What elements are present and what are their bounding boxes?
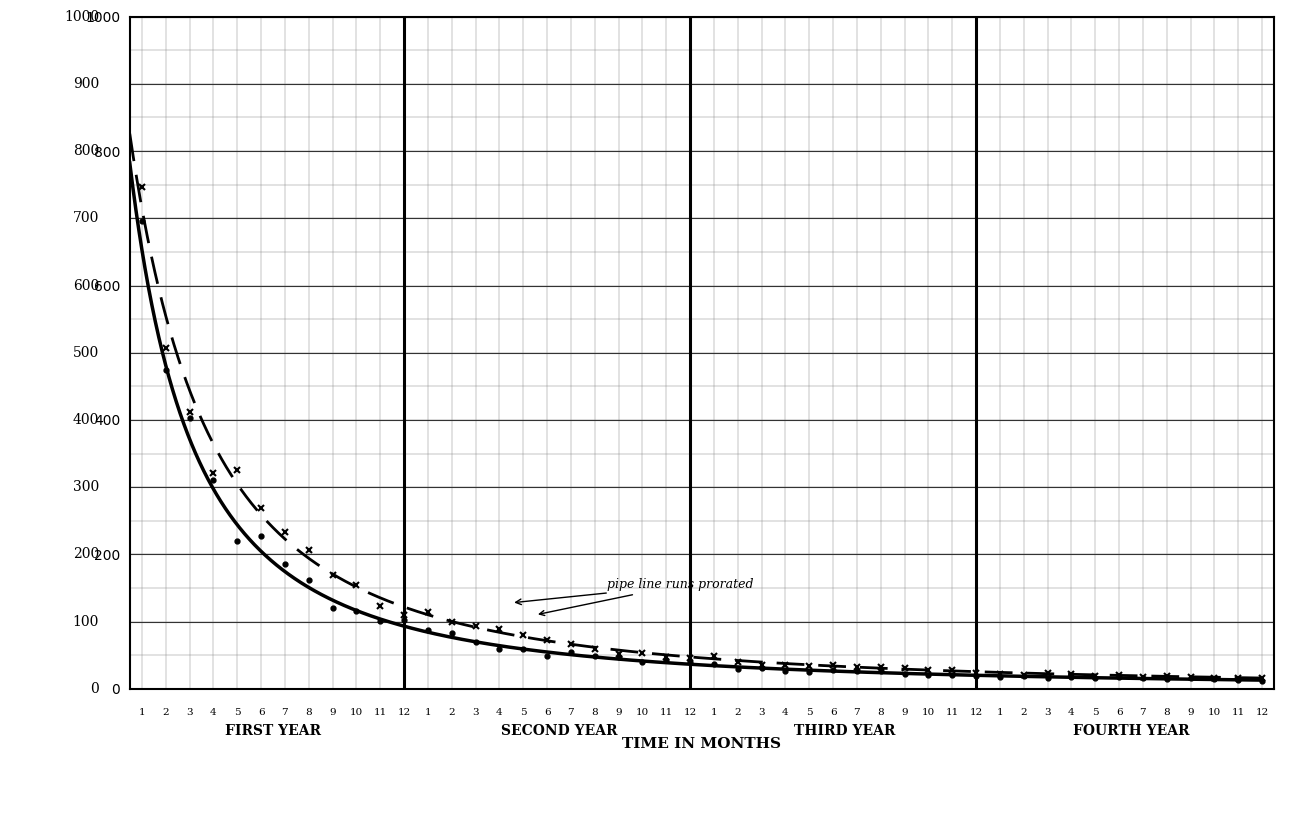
Text: 5: 5 <box>234 708 240 717</box>
Text: 10: 10 <box>1208 708 1221 717</box>
Text: 9: 9 <box>329 708 335 717</box>
Text: THIRD YEAR: THIRD YEAR <box>794 724 896 738</box>
Text: 0: 0 <box>90 682 99 696</box>
Text: 1: 1 <box>425 708 432 717</box>
Text: 12: 12 <box>970 708 983 717</box>
Text: 6: 6 <box>1115 708 1122 717</box>
Text: 3: 3 <box>186 708 192 717</box>
Text: FIRST YEAR: FIRST YEAR <box>225 724 321 738</box>
Text: 2: 2 <box>162 708 169 717</box>
Text: 12: 12 <box>1256 708 1269 717</box>
Text: 6: 6 <box>257 708 264 717</box>
Text: 300: 300 <box>73 481 99 494</box>
Text: 700: 700 <box>73 212 99 225</box>
Text: 11: 11 <box>945 708 959 717</box>
Text: 11: 11 <box>373 708 387 717</box>
Text: 4: 4 <box>211 708 217 717</box>
Text: 11: 11 <box>1231 708 1245 717</box>
Text: 3: 3 <box>758 708 764 717</box>
Text: 5: 5 <box>806 708 812 717</box>
Text: 900: 900 <box>73 77 99 90</box>
Text: 12: 12 <box>684 708 697 717</box>
Text: 600: 600 <box>73 279 99 292</box>
Text: 7: 7 <box>568 708 575 717</box>
Text: 10: 10 <box>922 708 935 717</box>
Text: 1: 1 <box>711 708 718 717</box>
Text: 4: 4 <box>1069 708 1075 717</box>
Text: 1: 1 <box>139 708 146 717</box>
Text: 11: 11 <box>659 708 673 717</box>
Text: 800: 800 <box>73 144 99 158</box>
Text: 2: 2 <box>448 708 455 717</box>
Text: 2: 2 <box>734 708 741 717</box>
Text: 8: 8 <box>306 708 312 717</box>
Text: 8: 8 <box>592 708 598 717</box>
Text: 5: 5 <box>520 708 526 717</box>
Text: 1: 1 <box>997 708 1004 717</box>
Text: 4: 4 <box>783 708 789 717</box>
Text: 400: 400 <box>73 413 99 427</box>
Text: 3: 3 <box>472 708 478 717</box>
Text: 10: 10 <box>636 708 649 717</box>
Text: 7: 7 <box>1140 708 1147 717</box>
Text: 8: 8 <box>1164 708 1170 717</box>
Text: FOURTH YEAR: FOURTH YEAR <box>1072 724 1190 738</box>
Text: 7: 7 <box>854 708 861 717</box>
Text: 1000: 1000 <box>64 10 99 23</box>
Text: 9: 9 <box>901 708 907 717</box>
Text: 2: 2 <box>1020 708 1027 717</box>
Text: 6: 6 <box>543 708 550 717</box>
Text: pipe line runs prorated: pipe line runs prorated <box>540 579 753 616</box>
Text: 4: 4 <box>497 708 503 717</box>
Text: SECOND YEAR: SECOND YEAR <box>500 724 618 738</box>
Text: 12: 12 <box>398 708 411 717</box>
Text: 10: 10 <box>350 708 363 717</box>
Text: 3: 3 <box>1044 708 1050 717</box>
Text: 9: 9 <box>615 708 621 717</box>
Text: 6: 6 <box>829 708 836 717</box>
Text: 200: 200 <box>73 548 99 561</box>
Text: 9: 9 <box>1187 708 1193 717</box>
Text: 100: 100 <box>73 615 99 628</box>
Text: 7: 7 <box>282 708 289 717</box>
Text: 8: 8 <box>878 708 884 717</box>
Text: 5: 5 <box>1092 708 1098 717</box>
Text: 500: 500 <box>73 346 99 359</box>
Text: TIME IN MONTHS: TIME IN MONTHS <box>623 737 781 751</box>
